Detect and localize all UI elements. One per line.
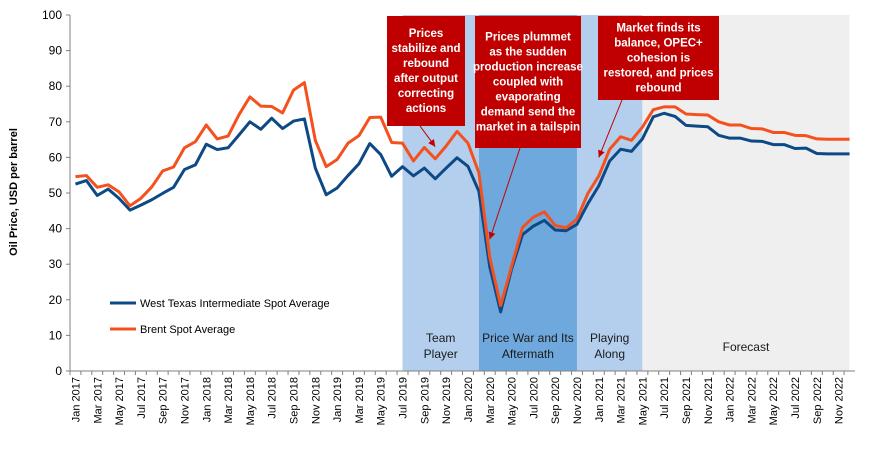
x-tick-label: Mar 2022 (746, 377, 758, 423)
annotation-text: after output (394, 73, 458, 85)
x-tick-label: Sep 2021 (681, 377, 693, 424)
x-tick-label: May 2021 (637, 377, 649, 425)
x-tick-label: Jan 2020 (463, 377, 475, 422)
annotation-text: evaporating (495, 92, 560, 104)
region-label: Along (594, 347, 625, 361)
annotation-text: correcting (398, 88, 454, 100)
x-tick-label: Jul 2018 (267, 377, 279, 419)
annotation-box (475, 16, 581, 148)
x-tick-label: Nov 2019 (441, 377, 453, 424)
region-labels: Team Player Price War and Its Aftermath Play… (424, 331, 770, 361)
x-tick-label: May 2020 (507, 377, 519, 425)
region-label: Price War and Its (482, 331, 574, 345)
legend: West Texas Intermediate Spot Average Bren… (110, 298, 330, 336)
x-tick-label: Nov 2021 (703, 377, 715, 424)
y-tick-label: 20 (49, 293, 63, 307)
series-line-1 (75, 81, 850, 307)
annotation-text: Prices (409, 28, 444, 40)
annotation-arrowhead (488, 231, 496, 240)
x-tick-label: May 2019 (376, 377, 388, 425)
annotation-text: production increase (473, 62, 583, 74)
x-tick-label: Jan 2018 (201, 377, 213, 422)
y-tick-label: 30 (49, 257, 63, 271)
x-tick-label: Jan 2019 (332, 377, 344, 422)
x-tick-label: Mar 2019 (354, 377, 366, 423)
annotation-box (598, 16, 719, 100)
annotation-box (387, 16, 465, 126)
axes: 0 10 20 30 40 50 60 70 80 90 100 Jan 2017 Mar 2017 Ma… (42, 8, 855, 425)
y-tick-label: 60 (49, 150, 63, 164)
annotation-arrow (489, 147, 521, 240)
annotation-arrowhead (598, 149, 605, 158)
x-tick-label: Sep 2018 (289, 377, 301, 424)
x-tick-label: Sep 2017 (158, 377, 170, 424)
x-tick-label: Nov 2020 (572, 377, 584, 424)
y-tick-label: 80 (49, 79, 63, 93)
annotation-text: rebound (636, 83, 682, 95)
x-tick-label: Jul 2022 (790, 377, 802, 419)
x-tick-label: Nov 2022 (834, 377, 846, 424)
annotation-text: as the sudden (489, 47, 566, 59)
region-label: Playing (590, 331, 629, 345)
annotation-text: Market finds its (616, 23, 700, 35)
annotation-text: actions (406, 103, 446, 115)
annotations: Prices stabilize and rebound after output co… (387, 16, 719, 240)
y-tick-label: 50 (49, 186, 63, 200)
annotation-text: rebound (403, 58, 449, 70)
annotation-text: balance, OPEC+ (614, 38, 703, 50)
legend-label: West Texas Intermediate Spot Average (140, 298, 330, 310)
y-tick-label: 0 (55, 364, 62, 378)
x-tick-label: Sep 2019 (419, 377, 431, 424)
x-tick-label: Sep 2022 (812, 377, 824, 424)
x-tick-label: Mar 2018 (223, 377, 235, 423)
x-tick-label: Mar 2021 (616, 377, 628, 423)
annotation-text: restored, and prices (604, 68, 714, 80)
x-tick-label: Jul 2019 (398, 377, 410, 419)
annotation-text: coupled with (493, 77, 563, 89)
y-tick-label: 40 (49, 222, 63, 236)
region-label: Aftermath (502, 347, 554, 361)
series-lines (74, 81, 850, 314)
annotation-arrowhead (428, 139, 436, 147)
x-tick-label: Mar 2017 (92, 377, 104, 423)
y-tick-label: 70 (49, 115, 63, 129)
annotation-text: cohesion is (627, 53, 690, 65)
x-tick-label: Jan 2021 (594, 377, 606, 422)
x-tick-label: Jan 2022 (725, 377, 737, 422)
x-tick-label: Sep 2020 (550, 377, 562, 424)
annotation-text: stabilize and (391, 43, 460, 55)
annotation-text: Prices plummet (485, 32, 571, 44)
region-label: Player (424, 347, 458, 361)
x-tick-label: Jul 2020 (528, 377, 540, 419)
x-tick-label: Jul 2017 (136, 377, 148, 419)
annotation-arrow (598, 99, 623, 158)
region-label: Team (426, 331, 455, 345)
x-tick-label: May 2018 (245, 377, 257, 425)
y-tick-label: 10 (49, 328, 63, 342)
x-tick-label: Nov 2018 (310, 377, 322, 424)
y-axis-title: Oil Price, USD per barrel (8, 128, 20, 256)
x-tick-label: Nov 2017 (179, 377, 191, 424)
x-tick-label: May 2017 (114, 377, 126, 425)
x-tick-label: May 2022 (768, 377, 780, 425)
annotation-text: demand send the (481, 107, 576, 119)
x-tick-label: Jul 2021 (659, 377, 671, 419)
annotation-text: market in a tailspin (476, 122, 580, 134)
y-tick-label: 100 (42, 8, 62, 22)
x-tick-label: Mar 2020 (485, 377, 497, 423)
series-line-0 (74, 111, 850, 314)
region-label: Forecast (723, 340, 770, 354)
legend-label: Brent Spot Average (140, 324, 235, 336)
x-tick-label: Jan 2017 (70, 377, 82, 422)
y-tick-label: 90 (49, 44, 63, 58)
